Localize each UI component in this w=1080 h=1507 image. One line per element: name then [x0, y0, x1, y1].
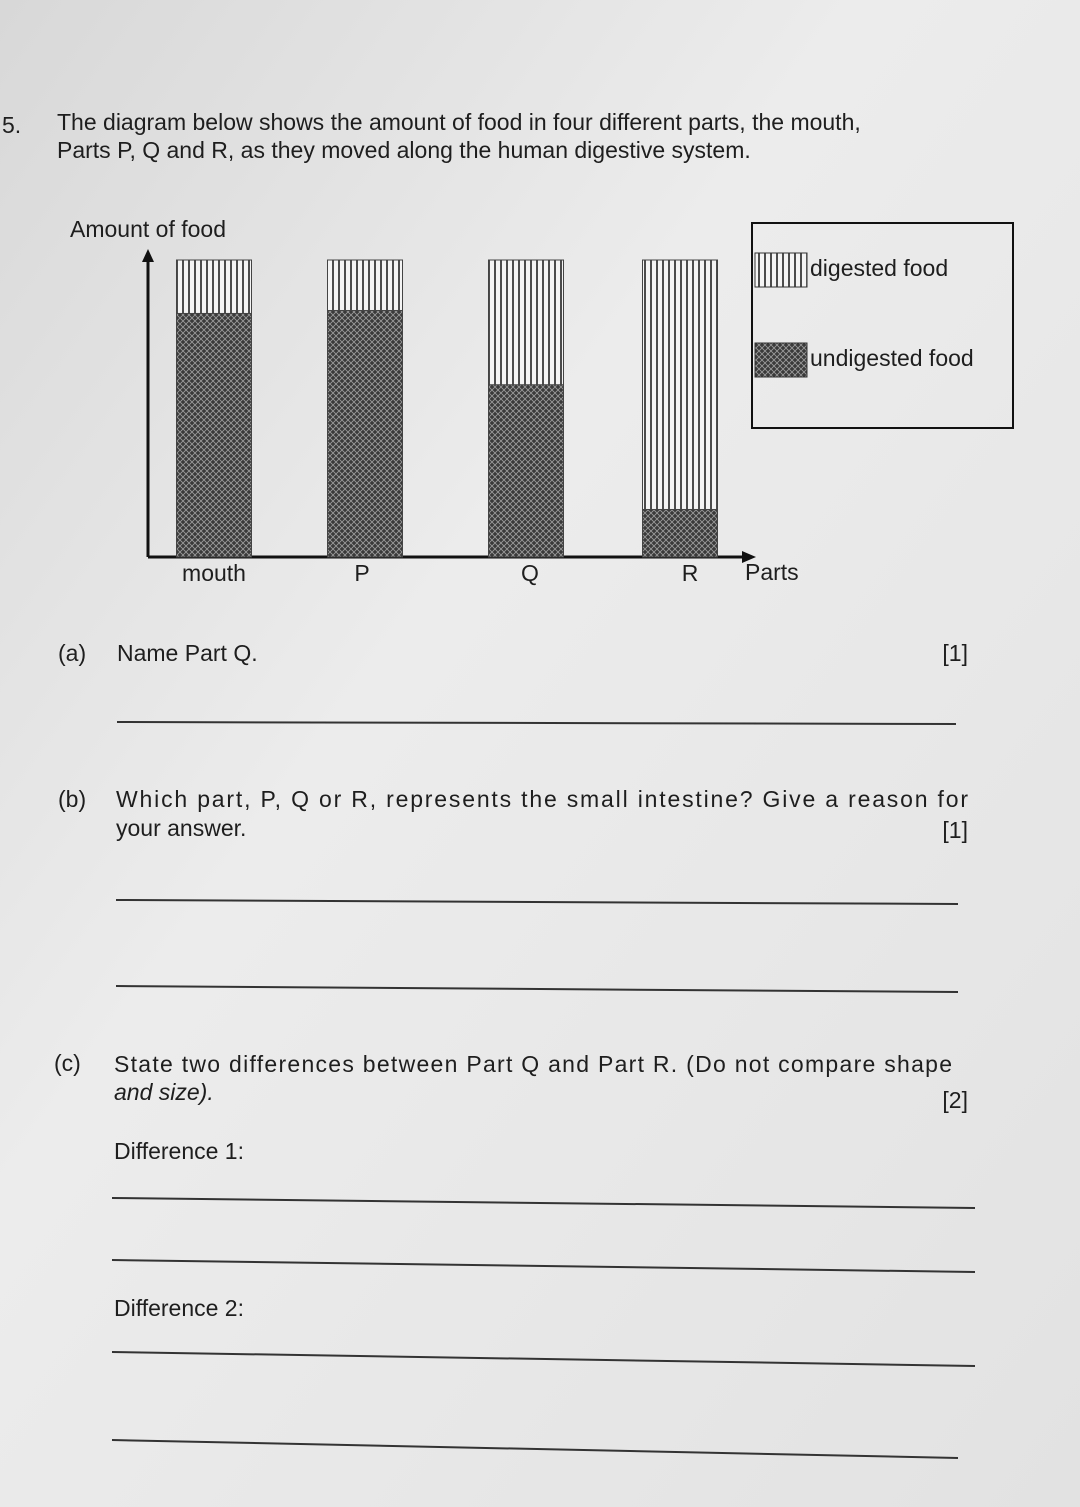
answer-line: [111, 1197, 976, 1209]
difference-label: Difference 1:: [114, 1138, 244, 1164]
part-text: State two differences between Part Q and…: [114, 1051, 952, 1077]
answer-line: [111, 1439, 959, 1459]
x-tick-label: R: [682, 560, 699, 586]
intro-line: Parts P, Q and R, as they moved along th…: [57, 137, 751, 163]
answer-line: [111, 1259, 976, 1273]
legend-swatch: [754, 342, 808, 378]
bar-segment: [488, 259, 564, 386]
answer-line: [111, 1351, 976, 1367]
x-tick-label: P: [354, 560, 369, 586]
marks: [1]: [942, 817, 968, 843]
bar-segment: [176, 259, 252, 314]
y-axis-arrow: [142, 249, 154, 262]
bar-segment: [176, 312, 252, 558]
x-tick-label: Q: [521, 560, 539, 586]
x-axis-arrow: [742, 551, 756, 563]
legend-label: undigested food: [810, 345, 974, 371]
answer-line: [115, 899, 959, 905]
legend-box: [751, 222, 1014, 429]
part-label: (a): [58, 640, 86, 666]
part-text: and size).: [114, 1079, 214, 1105]
part-label: (b): [58, 786, 86, 812]
bar-segment: [642, 508, 718, 558]
marks: [1]: [942, 640, 968, 666]
part-text: Name Part Q.: [117, 640, 258, 666]
part-label: (c): [54, 1050, 81, 1076]
question-number: 5.: [2, 112, 21, 138]
x-tick-label: mouth: [182, 560, 246, 586]
answer-line: [115, 985, 959, 993]
marks: [2]: [942, 1087, 968, 1113]
bar-segment: [642, 259, 718, 510]
legend-label: digested food: [810, 255, 948, 281]
difference-label: Difference 2:: [114, 1295, 244, 1321]
bar-segment: [327, 309, 403, 558]
x-axis-label: Parts: [745, 559, 799, 585]
intro-line: The diagram below shows the amount of fo…: [57, 109, 861, 135]
legend-swatch: [754, 252, 808, 288]
bar-segment: [327, 259, 403, 311]
part-text: your answer.: [116, 815, 246, 841]
y-axis-label: Amount of food: [70, 216, 226, 242]
bar-segment: [488, 384, 564, 558]
answer-line: [116, 721, 957, 725]
